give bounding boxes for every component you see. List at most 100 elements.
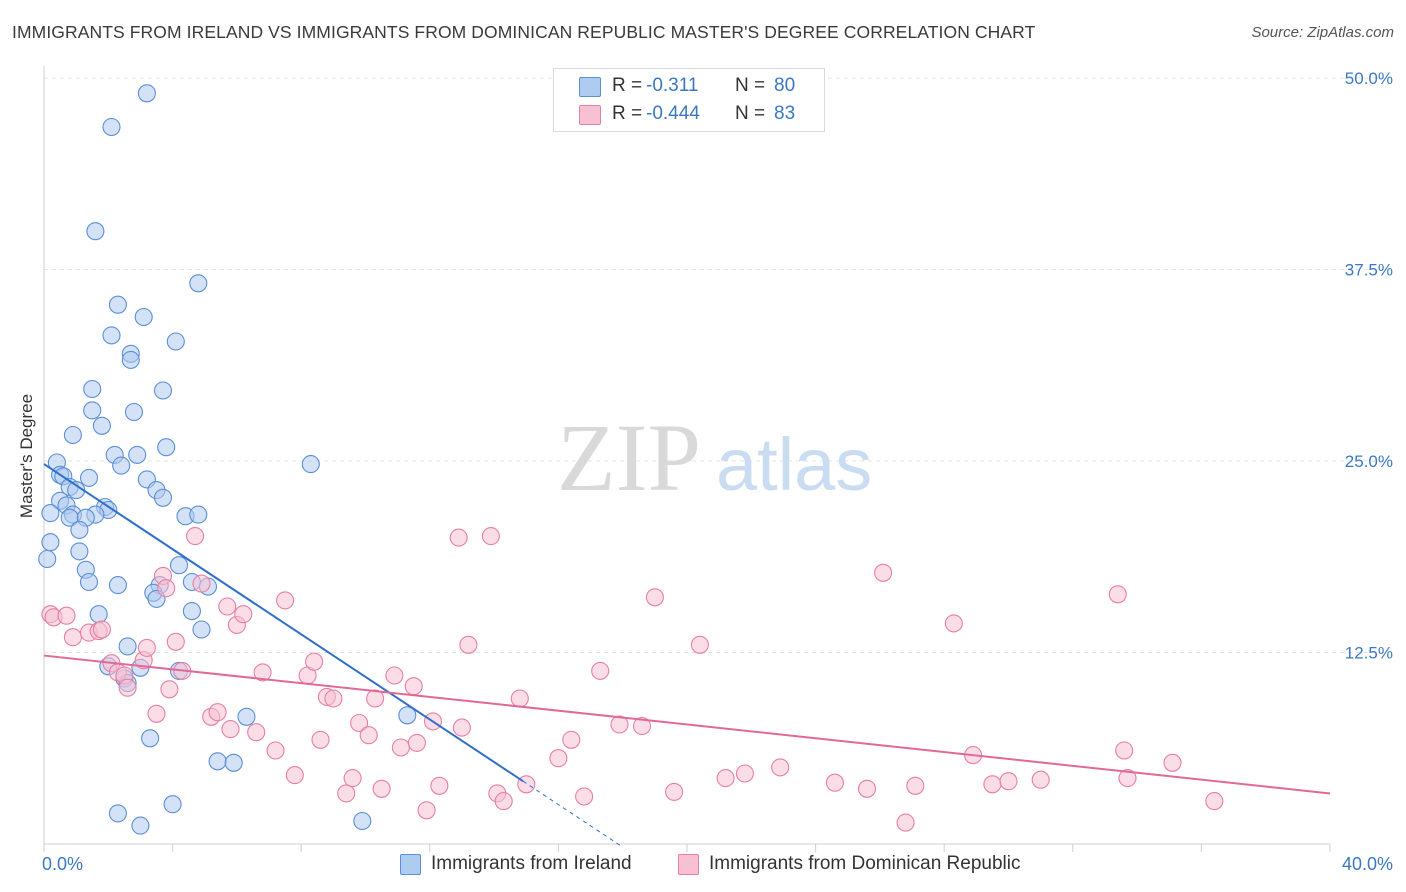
ireland-point xyxy=(141,729,160,748)
dominican-point xyxy=(896,813,915,832)
dominican-point xyxy=(1115,741,1134,760)
ireland-point xyxy=(79,468,99,487)
ireland-point xyxy=(301,455,320,474)
y-tick-label: 37.5% xyxy=(1345,261,1393,280)
dominican-point xyxy=(350,713,369,733)
correlation-stats-box: R = -0.311 N = 80 R = -0.444 N = 83 xyxy=(553,68,825,132)
ireland-point xyxy=(163,795,182,814)
ireland-point xyxy=(83,379,102,399)
ireland-point xyxy=(38,549,57,569)
dominican-point xyxy=(562,730,581,749)
dominican-point xyxy=(366,689,385,708)
dominican-point xyxy=(305,652,324,671)
ireland-point xyxy=(153,488,173,507)
ireland-point xyxy=(83,401,102,420)
dominican-point xyxy=(452,718,471,737)
dominican-point xyxy=(157,579,176,598)
dominican-point xyxy=(247,723,266,742)
dominican-point xyxy=(337,784,356,803)
ireland-point xyxy=(189,274,208,293)
ireland-point xyxy=(102,326,121,345)
ireland-point xyxy=(182,602,201,621)
x-tick-label: 0.0% xyxy=(42,854,83,874)
ireland-point xyxy=(131,816,150,835)
ireland-point xyxy=(192,620,211,639)
dominican-point xyxy=(276,591,295,610)
axes xyxy=(43,66,1331,852)
ireland-point xyxy=(63,425,82,445)
ireland-swatch xyxy=(579,77,601,97)
dominican-point xyxy=(716,769,735,788)
dominican-swatch xyxy=(579,105,601,125)
dominican-point xyxy=(57,606,76,625)
ireland-point xyxy=(79,572,99,592)
dominican-point xyxy=(735,764,754,783)
grid-lines xyxy=(44,77,1390,653)
r-label: R = xyxy=(612,75,643,96)
ireland-point xyxy=(398,706,417,725)
ireland-point xyxy=(353,811,372,831)
ireland-point xyxy=(189,505,208,524)
watermark: ZIP atlas xyxy=(557,404,872,511)
ireland-point xyxy=(134,307,153,327)
dominican-point xyxy=(218,597,237,616)
dominican-point xyxy=(372,779,391,798)
dominican-point xyxy=(575,787,594,806)
ireland-point xyxy=(169,556,189,575)
watermark-atlas: atlas xyxy=(716,423,872,506)
y-tick-label: 50.0% xyxy=(1345,69,1393,88)
r-value: -0.444 xyxy=(646,103,700,124)
dominican-point xyxy=(665,782,684,801)
ireland-point xyxy=(153,381,173,400)
dominican-point xyxy=(999,772,1018,791)
dominican-point xyxy=(430,776,449,795)
dominican-point xyxy=(944,614,963,633)
ireland-point xyxy=(102,117,121,137)
ireland-point xyxy=(128,445,147,464)
dominican-point xyxy=(510,689,529,708)
dominican-point xyxy=(1205,792,1224,811)
n-value: 83 xyxy=(774,103,796,124)
dominican-point xyxy=(610,715,629,734)
dominican-point xyxy=(343,769,362,788)
dominican-point xyxy=(549,749,568,768)
ireland-point xyxy=(70,520,89,539)
ireland-point xyxy=(41,504,60,523)
r-value: -0.311 xyxy=(646,75,699,96)
data-points xyxy=(38,84,1224,835)
dominican-point xyxy=(160,680,179,699)
ireland-point xyxy=(41,533,60,552)
dominican-point xyxy=(192,574,211,593)
dominican-point xyxy=(253,663,272,682)
dominican-trend-line xyxy=(43,654,1331,795)
dominican-point xyxy=(449,528,468,547)
dominican-point xyxy=(825,773,844,792)
x-tick-labels: 0.0% 40.0% xyxy=(42,854,1393,874)
ireland-point xyxy=(112,456,131,475)
ireland-point xyxy=(92,416,111,435)
dominican-point xyxy=(147,704,166,723)
dominican-point xyxy=(221,720,240,739)
dominican-point xyxy=(983,775,1002,794)
dominican-point xyxy=(906,776,925,795)
dominican-point xyxy=(632,716,652,736)
dominican-point xyxy=(266,741,285,760)
ireland-trend-line xyxy=(43,463,524,783)
dominican-point xyxy=(407,733,426,752)
legend-label: Immigrants from Ireland xyxy=(431,853,632,874)
dominican-point xyxy=(417,801,436,820)
dominican-point xyxy=(118,678,137,697)
dominican-point xyxy=(645,588,664,607)
dominican-point xyxy=(494,792,513,811)
dominican-point xyxy=(324,689,343,708)
dominican-point xyxy=(359,726,378,745)
source-note: Source: ZipAtlas.com xyxy=(1251,24,1394,41)
dominican-point xyxy=(690,635,709,654)
y-axis-label: Master's Degree xyxy=(17,394,36,518)
ireland-point xyxy=(108,804,127,823)
ireland-point xyxy=(108,295,127,314)
dominican-point xyxy=(874,563,893,582)
ireland-point xyxy=(157,438,176,457)
dominican-point xyxy=(1108,585,1127,604)
ireland-point xyxy=(124,402,144,422)
